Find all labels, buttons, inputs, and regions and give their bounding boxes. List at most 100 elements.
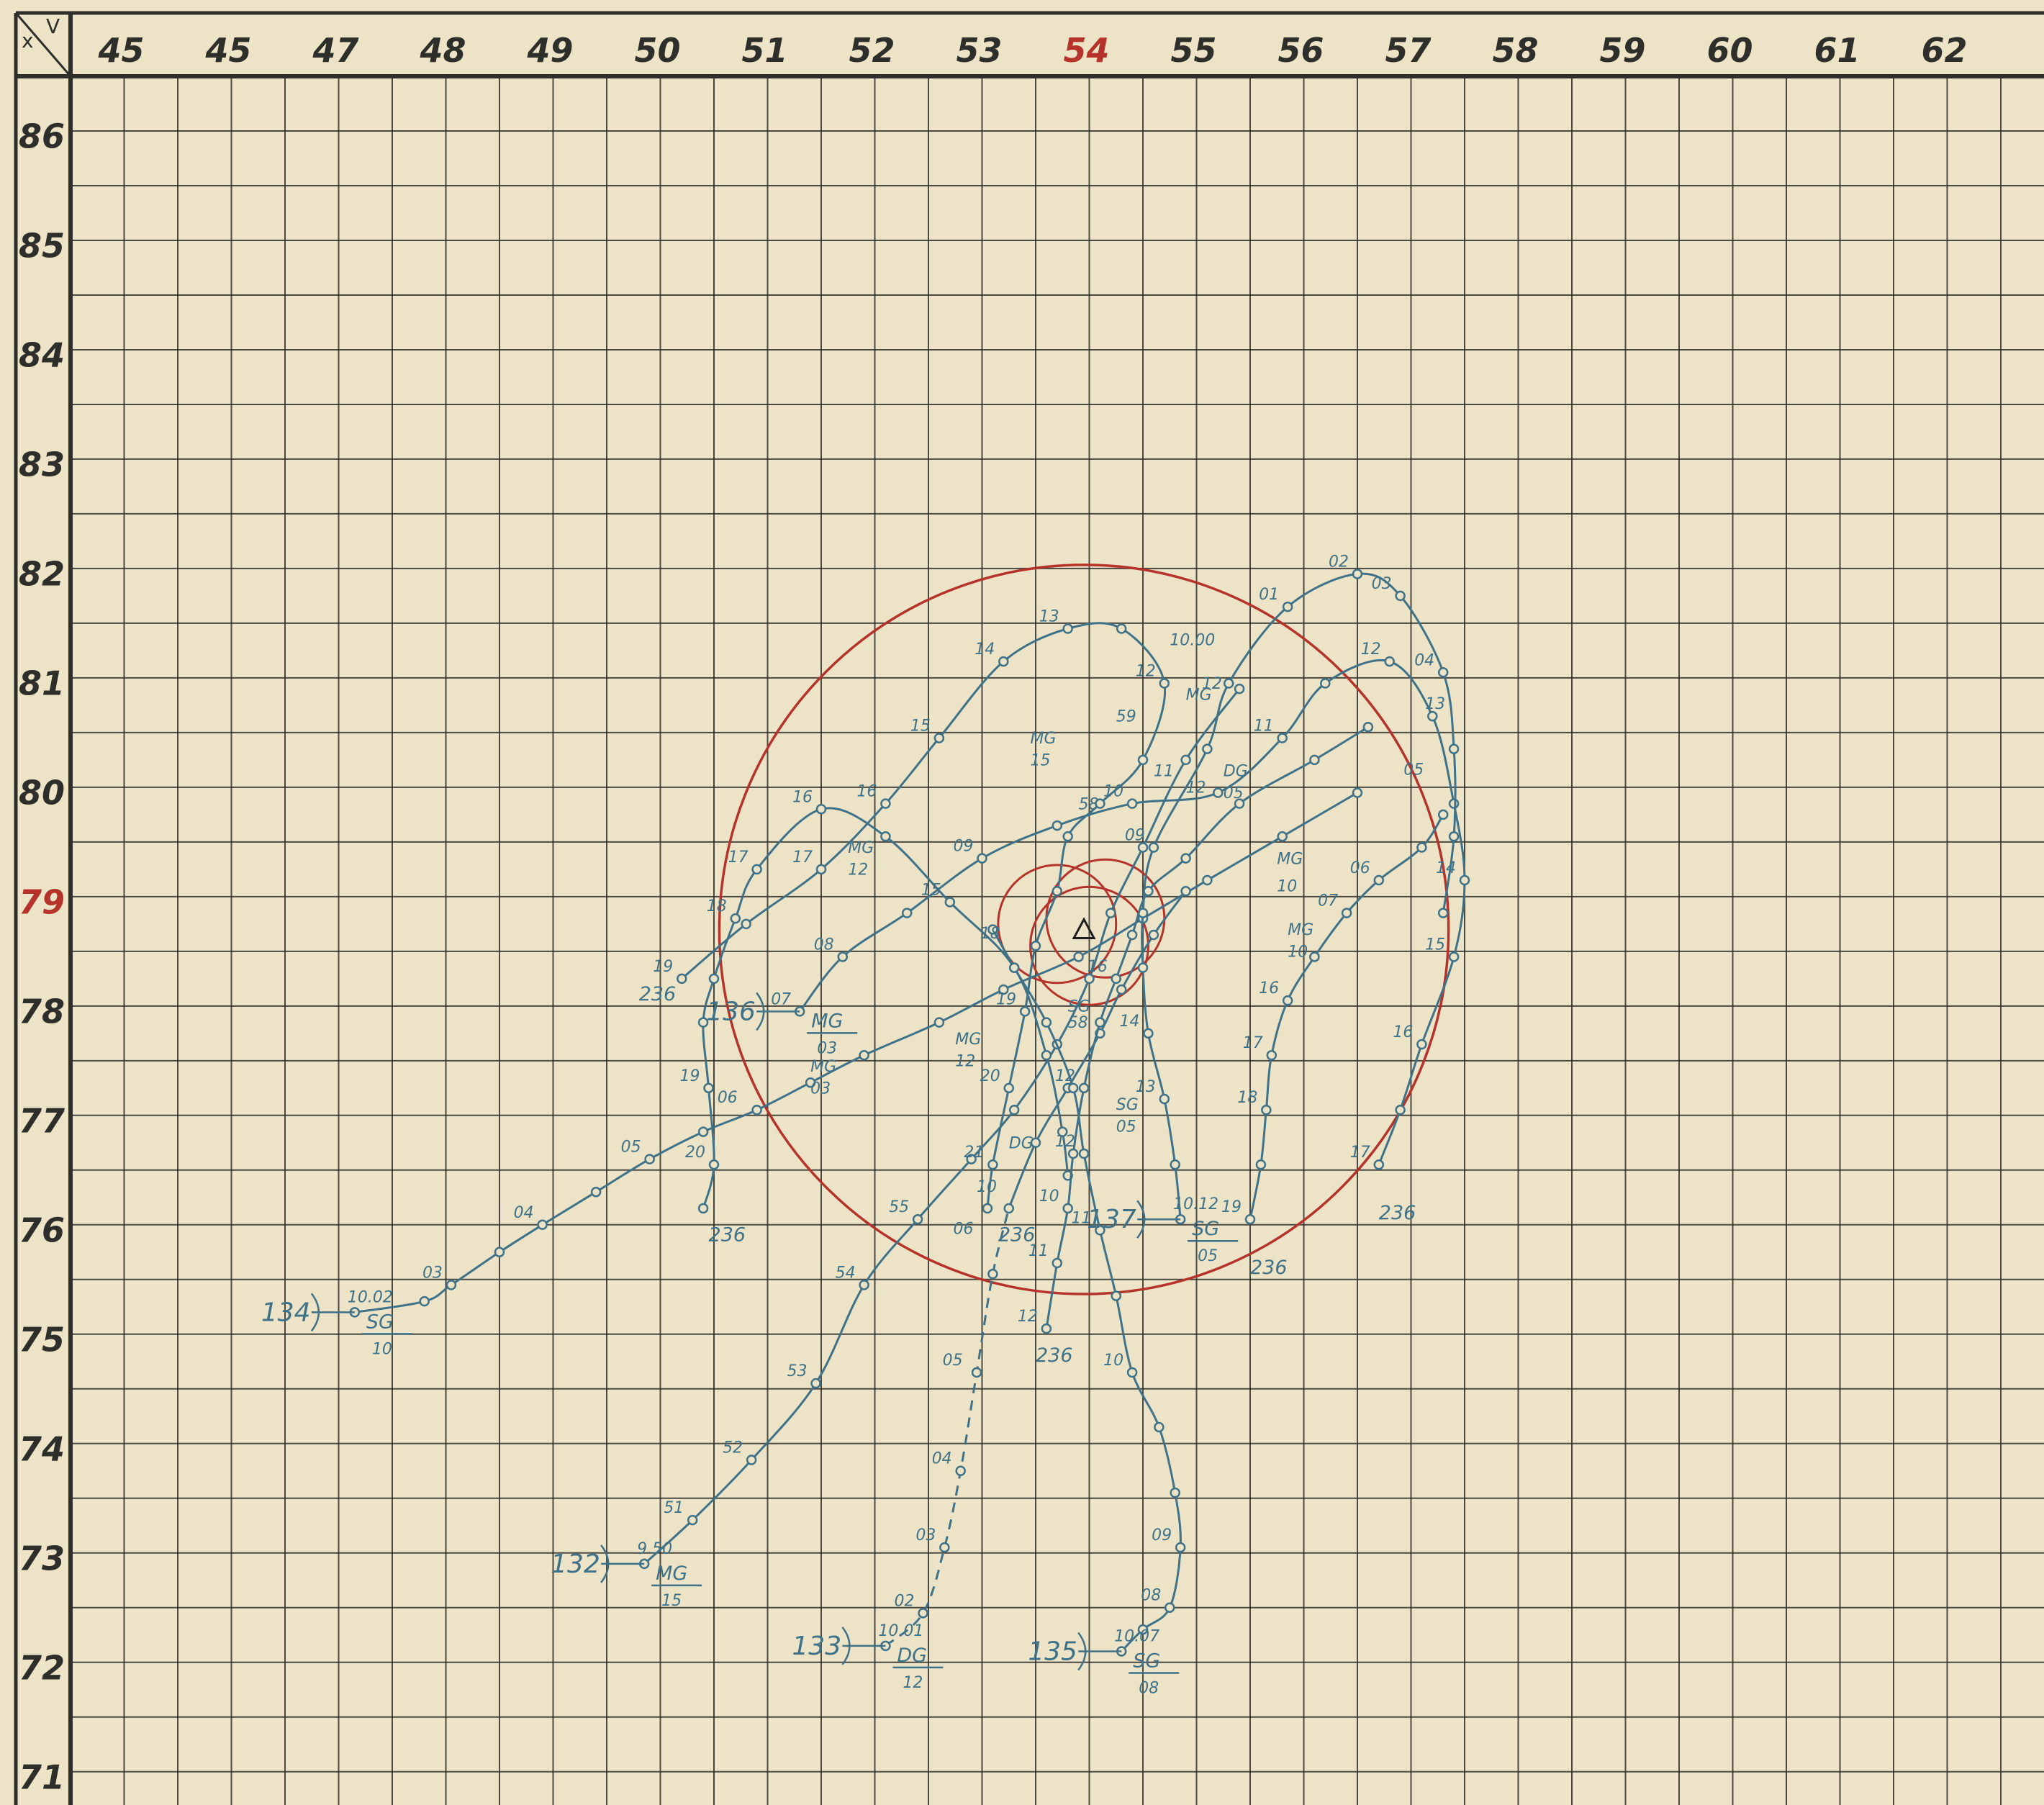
track-point: [1448, 798, 1460, 809]
track-start-time: 10.02: [348, 1288, 393, 1306]
track-point: [1282, 995, 1293, 1006]
track-time-label: 16: [792, 788, 813, 806]
track-time-label: 54: [836, 1264, 856, 1282]
track-type-label: MG: [656, 1562, 687, 1585]
track-point: [1416, 842, 1427, 853]
track-point: [1180, 853, 1191, 864]
track-point: [1395, 590, 1406, 602]
track-point: [1213, 787, 1224, 798]
track-sub-label: 10: [372, 1340, 392, 1358]
track-time-label: 12: [1018, 1308, 1038, 1326]
track-point: [901, 908, 913, 918]
unit-236-label: 236: [998, 1224, 1036, 1247]
x-axis-label: 52: [849, 31, 895, 70]
track-point: [1362, 722, 1374, 733]
x-axis-label: 51: [741, 31, 787, 70]
track-time-label: 18: [707, 897, 727, 915]
track-time-label: 16: [1393, 1023, 1413, 1041]
track-point: [1234, 683, 1245, 695]
track-point: [1261, 1104, 1272, 1116]
track-point: [1095, 798, 1105, 809]
x-axis-label: 61: [1814, 31, 1860, 70]
track-time-label: 15: [921, 881, 941, 899]
track-point: [912, 1213, 923, 1225]
track-time-label: 02: [1329, 553, 1349, 571]
track-point: [1180, 886, 1191, 897]
track-point: [880, 831, 891, 842]
track-time-label: 20: [980, 1067, 1000, 1085]
track-236-east: 19 18 17 16 07 06: [1221, 809, 1449, 1225]
y-axis-label: 85: [19, 227, 65, 266]
annotation-label: 10: [1277, 877, 1297, 895]
y-axis-label: 84: [19, 336, 65, 375]
track-type-label: SG: [1133, 1650, 1160, 1673]
track-point: [677, 973, 687, 985]
track-point: [998, 656, 1009, 667]
corner-diagonal: [14, 12, 72, 77]
track-point: [1126, 798, 1138, 809]
annotation-label: 12: [848, 861, 868, 879]
track-point: [971, 1367, 982, 1378]
track-time-label: 06: [954, 1221, 974, 1239]
track-135: 08 09 10 11 12 10.07 135 SG 08: [987, 924, 1186, 1698]
track-time-label: 17: [792, 849, 813, 867]
x-axis-label: 45: [97, 31, 144, 70]
track-point: [1448, 743, 1460, 754]
track-id-label: 137: [1087, 1205, 1136, 1234]
x-axis-label: 56: [1278, 31, 1324, 70]
track-point: [1427, 710, 1438, 722]
track-point: [1126, 1367, 1138, 1378]
track-point: [1234, 798, 1245, 809]
annotation-label: MG: [955, 1031, 981, 1049]
track-time-label: 08: [814, 936, 834, 954]
annotation-label: 58: [1068, 1014, 1088, 1032]
track-time-label: 09: [954, 838, 974, 856]
track-type-label: MG: [811, 1010, 843, 1032]
annotation-label: MG: [810, 1058, 836, 1076]
track-id-label: 133: [792, 1632, 841, 1661]
track-point: [1416, 1039, 1427, 1050]
x-axis-label: 62: [1921, 31, 1967, 70]
track-time-label: 10: [1039, 1188, 1059, 1205]
track-time-label: 04: [1414, 651, 1434, 669]
track-point: [1154, 1421, 1165, 1433]
annotation-label: DG: [1009, 1134, 1034, 1152]
track-point: [1180, 754, 1191, 766]
corner-label-v: V: [46, 14, 60, 38]
track-point: [859, 1049, 869, 1061]
track-132: 51 52 53 54 55 9.50 132 MG 15: [551, 683, 1245, 1610]
y-axis-label: 81: [19, 664, 65, 702]
y-axis-label: 76: [19, 1211, 65, 1249]
annotation-label: 59: [1116, 708, 1136, 726]
track-point: [1202, 743, 1213, 754]
track-point: [1057, 1126, 1068, 1137]
track-point: [1041, 1017, 1052, 1028]
track-time-label: 17: [1243, 1034, 1263, 1052]
track-time-label: 04: [932, 1450, 952, 1468]
y-axis-label: 83: [19, 445, 65, 484]
track-point: [1073, 951, 1084, 962]
track-time-label: 14: [1436, 859, 1456, 877]
annotation-label: MG: [1186, 686, 1212, 704]
track-point: [446, 1280, 457, 1290]
annotation-label: MG: [1031, 730, 1057, 748]
annotation-label: 12: [955, 1052, 975, 1070]
track-point: [1062, 1203, 1073, 1214]
track-point: [703, 1082, 714, 1094]
track-time-label: 01: [1259, 586, 1279, 604]
track-point: [1052, 820, 1063, 831]
track-point: [1202, 874, 1213, 886]
track-point: [1105, 908, 1116, 918]
track-point: [1341, 908, 1352, 918]
annotation-label: MG: [848, 839, 874, 857]
track-point: [1448, 951, 1460, 962]
track-point: [955, 1465, 966, 1476]
x-axis-label: 47: [312, 31, 358, 70]
track-point: [1159, 1093, 1170, 1105]
track-point: [1137, 1624, 1149, 1635]
track-point: [1078, 1148, 1090, 1159]
track-time-label: 06: [718, 1089, 738, 1107]
track-point: [1352, 569, 1363, 579]
